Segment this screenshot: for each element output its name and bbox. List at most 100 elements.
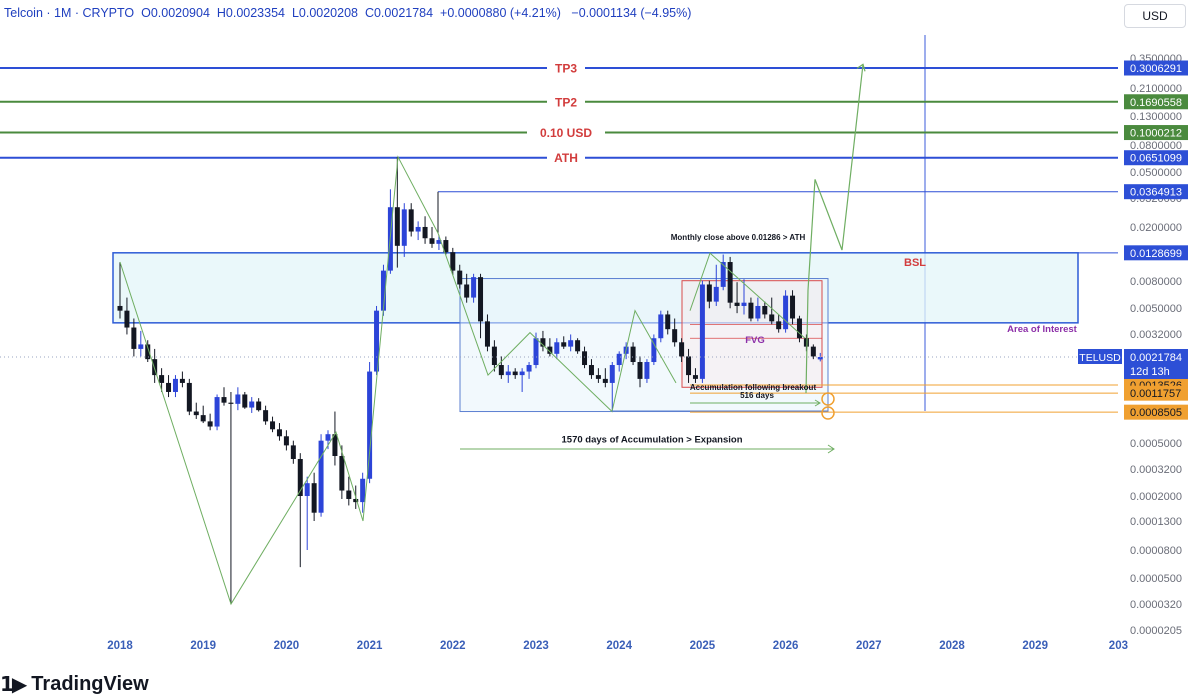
candle-body-2020-09 xyxy=(339,456,345,491)
breakout-days-label: 516 days xyxy=(740,391,774,400)
swing-path xyxy=(119,155,677,606)
bsl-label: BSL xyxy=(904,257,926,269)
candle-body-2018-06 xyxy=(152,359,158,376)
candle-body-2018-03 xyxy=(131,327,137,349)
candle-body-2021-07 xyxy=(408,209,414,232)
y-tick-16: 0.0000320 xyxy=(1130,599,1182,611)
close-label: C xyxy=(364,6,374,20)
candle-body-2019-07 xyxy=(242,394,248,408)
candle-body-2023-02 xyxy=(540,338,546,347)
y-tick-4: 0.0500000 xyxy=(1130,167,1182,179)
candle-body-2022-10 xyxy=(512,371,518,376)
area-of-interest-label: Area of Interest xyxy=(1007,324,1078,335)
candle-body-2022-09 xyxy=(505,371,511,376)
candle-body-2023-10 xyxy=(595,375,601,379)
y-tick-17: 0.0000205 xyxy=(1130,625,1182,637)
price-tag-bg-8 xyxy=(1124,404,1188,420)
candle-body-2024-07 xyxy=(658,314,664,339)
y-tick-8: 0.0050000 xyxy=(1130,303,1182,315)
currency-button[interactable]: USD xyxy=(1124,4,1186,28)
candle-body-2019-09 xyxy=(256,401,262,411)
x-tick-2028: 2028 xyxy=(939,640,965,652)
price-tag-bg-1 xyxy=(1124,94,1188,110)
high-label: H xyxy=(216,6,226,20)
candle-body-2018-10 xyxy=(179,378,185,383)
candle-body-2023-01 xyxy=(533,338,539,366)
y-tick-14: 0.0000800 xyxy=(1130,545,1182,557)
candle-body-2021-10 xyxy=(429,238,435,244)
candle-body-2018-01 xyxy=(117,305,123,311)
candle-body-2019-01 xyxy=(200,415,206,422)
candle-body-2018-12 xyxy=(193,411,199,416)
x-tick-2025: 2025 xyxy=(690,640,716,652)
price-tag-bg-2 xyxy=(1124,125,1188,141)
candle-body-2019-03 xyxy=(214,397,220,427)
candle-body-2026-03 xyxy=(796,318,802,339)
y-tick-10: 0.0005000 xyxy=(1130,438,1182,450)
candle-body-2018-11 xyxy=(186,382,192,412)
candle-body-2025-08 xyxy=(748,302,754,319)
candle-body-2024-03 xyxy=(630,346,636,363)
candle-body-2018-08 xyxy=(166,382,172,392)
candle-body-2018-07 xyxy=(159,375,165,383)
candle-body-2019-06 xyxy=(235,394,241,404)
level-label-bg-0 xyxy=(547,60,585,76)
level-label-bg-1 xyxy=(547,93,585,110)
price-tag-2: 0.1000212 xyxy=(1130,128,1182,140)
candle-body-2025-12 xyxy=(776,321,782,330)
candle-body-2025-07 xyxy=(741,302,747,306)
candle-body-2022-07 xyxy=(491,346,497,366)
price-tag-bg-5 xyxy=(1124,245,1188,261)
price-tag-7: 0.0011757 xyxy=(1130,388,1181,400)
candle-body-2019-08 xyxy=(249,401,255,408)
level-label-0: TP3 xyxy=(555,62,577,76)
candle-body-2019-12 xyxy=(276,429,282,437)
x-tick-2019: 2019 xyxy=(190,640,216,652)
candle-body-2020-12 xyxy=(360,478,366,503)
candle-body-2024-10 xyxy=(679,342,685,357)
candle-body-2020-03 xyxy=(297,458,303,496)
candle-body-2019-10 xyxy=(263,410,269,422)
candle-body-2023-06 xyxy=(568,340,574,347)
candle-body-2026-02 xyxy=(790,295,796,319)
accumulation-breakout-label: Accumulation following breakout xyxy=(690,383,817,392)
fvg-label: FVG xyxy=(745,335,765,346)
candle-body-2020-04 xyxy=(304,483,310,496)
candle-body-2023-11 xyxy=(602,378,608,383)
candle-body-2026-01 xyxy=(783,295,789,330)
candle-body-2020-02 xyxy=(290,445,296,459)
y-tick-6: 0.0200000 xyxy=(1130,222,1182,234)
candle-body-2019-02 xyxy=(207,421,213,427)
price-tag-8: 0.0008505 xyxy=(1130,407,1182,419)
y-tick-13: 0.0001300 xyxy=(1130,516,1182,528)
price-tag-3: 0.0651099 xyxy=(1130,153,1182,165)
swing-path-2 xyxy=(689,252,806,339)
price-tag-bg-3 xyxy=(1124,150,1188,166)
accumulation-days-label: 1570 days of Accumulation > Expansion xyxy=(562,435,743,446)
symbol-name[interactable]: Telcoin · 1M · CRYPTO xyxy=(4,6,135,20)
x-tick-2020: 2020 xyxy=(274,640,300,652)
tradingview-logo: 𝟭▶ TradingView xyxy=(0,672,149,696)
x-tick-2029: 2029 xyxy=(1022,640,1048,652)
accumulation-days-bg xyxy=(554,432,750,446)
x-tick-2026: 2026 xyxy=(773,640,799,652)
candle-body-2018-02 xyxy=(124,310,130,328)
candle-body-2024-04 xyxy=(637,362,643,379)
current-price-tag-bg xyxy=(1124,349,1188,379)
candle-body-2019-05 xyxy=(228,402,234,404)
candle-body-2019-04 xyxy=(221,397,227,403)
price-tag-bg-7 xyxy=(1124,385,1188,401)
candle-body-2024-01 xyxy=(616,353,622,366)
accumulation-duration-arrowhead xyxy=(827,444,835,454)
x-tick-203: 203 xyxy=(1109,640,1128,652)
candle-body-2026-06 xyxy=(817,357,823,360)
candle-body-2022-11 xyxy=(519,371,525,376)
high-value: 0.0023354 xyxy=(225,6,285,20)
close-value: 0.0021784 xyxy=(373,6,434,20)
candle-body-2025-09 xyxy=(755,305,761,319)
price-tag-0: 0.3006291 xyxy=(1130,63,1182,75)
candle-body-2023-05 xyxy=(561,342,567,347)
candle-body-2022-05 xyxy=(478,277,484,322)
target-circle-1 xyxy=(821,406,835,420)
